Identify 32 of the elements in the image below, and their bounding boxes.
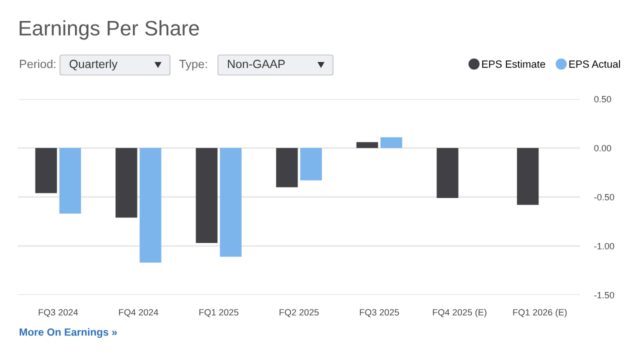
text: Period:	[20, 60, 56, 68]
text: Type:	[179, 60, 207, 70]
bar	[516, 148, 539, 205]
x-tick-label: FQ2 2025	[280, 309, 319, 318]
bar	[436, 148, 458, 198]
bar	[220, 148, 242, 257]
y-tick-label: -0.50	[594, 194, 614, 200]
text: Quarterly	[70, 60, 118, 70]
y-tick-label: 0.50	[594, 96, 612, 102]
legend-label: EPS Actual	[569, 60, 620, 68]
x-tick-label: FQ1 2026 (E)	[513, 308, 567, 318]
y-tick-label: -1.00	[594, 242, 614, 250]
bar	[300, 148, 322, 180]
x-tick-label: FQ3 2024	[38, 309, 78, 318]
bar	[356, 142, 378, 148]
chart-title: Earnings Per Share	[20, 20, 199, 40]
text: More On Earnings »	[20, 328, 117, 338]
bar	[59, 148, 82, 214]
x-tick-label: FQ3 2025	[360, 309, 399, 318]
bar	[276, 148, 298, 188]
bar	[196, 148, 218, 244]
y-tick-label: 0.00	[594, 144, 612, 152]
legend-label: EPS Estimate	[482, 60, 546, 68]
x-tick-label: FQ1 2025	[199, 309, 238, 318]
y-tick-label: -1.50	[594, 292, 614, 298]
text: Non-GAAP	[228, 60, 285, 68]
x-tick-label: FQ4 2024	[119, 309, 158, 318]
bar	[116, 148, 138, 218]
bar	[140, 148, 162, 263]
bar	[380, 137, 402, 148]
bar	[35, 148, 57, 194]
x-tick-label: FQ4 2025 (E)	[432, 308, 486, 318]
